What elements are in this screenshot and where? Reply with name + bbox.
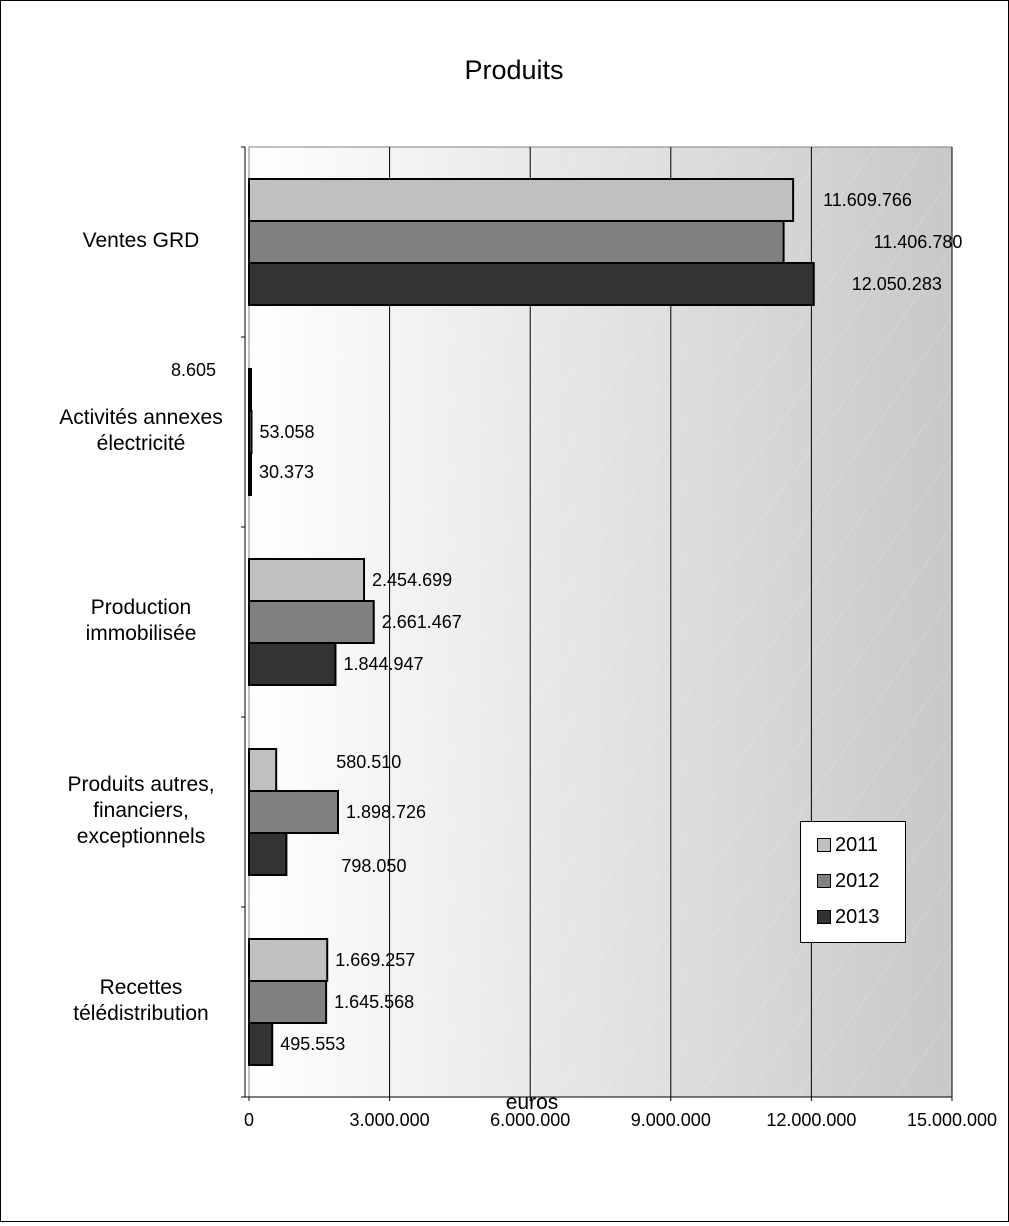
chart-title: Produits bbox=[464, 55, 563, 85]
category-label: Production bbox=[91, 596, 191, 619]
data-label: 2.454.699 bbox=[372, 570, 452, 590]
category-label: exceptionnels bbox=[77, 825, 205, 848]
legend-item-2012: 2012 bbox=[817, 869, 880, 893]
x-tick-label: 3.000.000 bbox=[350, 1110, 430, 1130]
legend-swatch bbox=[817, 874, 831, 888]
category-label: télédistribution bbox=[73, 1002, 208, 1025]
bar-2013 bbox=[248, 832, 288, 876]
category-label: financiers, bbox=[93, 799, 189, 822]
data-label: 1.669.257 bbox=[335, 950, 415, 970]
bar-2011 bbox=[248, 748, 278, 792]
bar-2011 bbox=[248, 368, 252, 412]
data-label: 495.553 bbox=[280, 1034, 345, 1054]
data-label: 53.058 bbox=[259, 422, 314, 442]
data-label: 580.510 bbox=[336, 752, 401, 772]
data-label: 8.605 bbox=[171, 360, 216, 380]
legend: 2011 2012 2013 bbox=[800, 821, 906, 943]
bar-2012 bbox=[248, 410, 253, 454]
legend-item-2011: 2011 bbox=[817, 833, 878, 857]
data-label: 798.050 bbox=[341, 856, 406, 876]
data-label: 1.844.947 bbox=[343, 654, 423, 674]
bar-2013 bbox=[248, 262, 815, 306]
bar-2011 bbox=[248, 558, 366, 602]
category-label: électricité bbox=[97, 432, 186, 455]
legend-label: 2011 bbox=[835, 833, 879, 856]
category-label: Ventes GRD bbox=[83, 229, 200, 252]
bar-2013 bbox=[248, 642, 337, 686]
x-axis-label: euros bbox=[506, 1091, 559, 1114]
legend-swatch bbox=[817, 838, 831, 852]
bar-2012 bbox=[248, 790, 339, 834]
bar-2013 bbox=[248, 1022, 274, 1066]
data-label: 30.373 bbox=[259, 462, 314, 482]
x-tick-label: 12.000.000 bbox=[766, 1110, 856, 1130]
bar-2011 bbox=[248, 178, 795, 222]
data-label: 1.898.726 bbox=[346, 802, 426, 822]
x-tick-label: 9.000.000 bbox=[631, 1110, 711, 1130]
data-label: 11.406.780 bbox=[874, 232, 963, 252]
bar-2011 bbox=[248, 938, 329, 982]
category-label: Recettes bbox=[100, 976, 183, 999]
category-label: Produits autres, bbox=[67, 773, 214, 796]
x-tick-label: 0 bbox=[244, 1110, 254, 1130]
category-label: immobilisée bbox=[86, 622, 197, 645]
bar-2012 bbox=[248, 600, 375, 644]
category-label: Activités annexes bbox=[59, 406, 222, 429]
legend-label: 2013 bbox=[835, 905, 880, 928]
data-label: 1.645.568 bbox=[334, 992, 414, 1012]
data-label: 12.050.283 bbox=[852, 274, 942, 294]
data-label: 2.661.467 bbox=[382, 612, 462, 632]
x-tick-label: 6.000.000 bbox=[490, 1110, 570, 1130]
legend-label: 2012 bbox=[835, 869, 880, 892]
data-label: 11.609.766 bbox=[823, 190, 912, 210]
bar-2012 bbox=[248, 980, 328, 1024]
legend-swatch bbox=[817, 910, 831, 924]
legend-item-2013: 2013 bbox=[817, 905, 880, 929]
bar-2013 bbox=[248, 452, 252, 496]
x-tick-label: 15.000.000 bbox=[907, 1110, 997, 1130]
bar-2012 bbox=[248, 220, 785, 264]
